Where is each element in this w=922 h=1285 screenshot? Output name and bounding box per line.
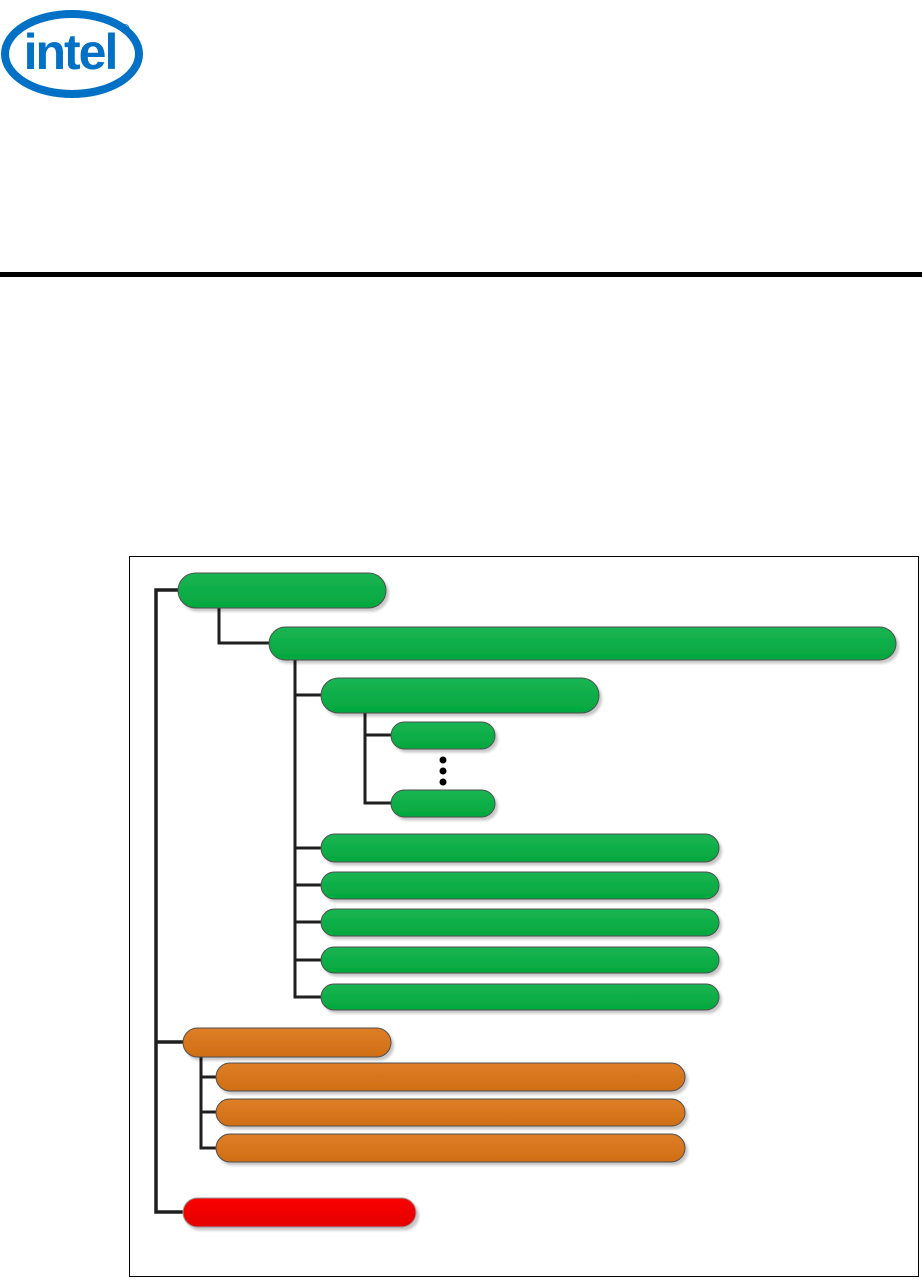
ellipsis-dot	[439, 756, 447, 764]
tree-diagram	[154, 572, 897, 1228]
leaf-node-first	[390, 721, 496, 750]
green-branch-5	[320, 983, 720, 1011]
orange-child-3	[215, 1133, 686, 1163]
orange-parent-node	[182, 1027, 392, 1058]
connector-level3-trunk	[363, 713, 391, 805]
ellipsis-dot	[439, 778, 447, 786]
green-branch-4	[320, 946, 720, 974]
orange-child-2	[215, 1098, 686, 1127]
registered-trademark-icon: ®	[120, 21, 130, 36]
green-branch-1	[320, 833, 720, 863]
logo-wordmark: intel	[24, 24, 117, 80]
orange-child-1	[215, 1062, 686, 1092]
ellipsis-dot	[439, 767, 447, 775]
red-node	[182, 1197, 417, 1228]
green-branch-2	[320, 871, 720, 900]
intel-logo: intel ®	[1, 10, 143, 98]
header-divider-rule	[0, 272, 922, 277]
logo-oval	[1, 10, 143, 98]
connector-level2-trunk	[293, 660, 321, 999]
level2-node	[268, 626, 897, 661]
figure-frame	[129, 556, 919, 1277]
connector-root-to-level2	[217, 608, 269, 645]
root-node	[177, 572, 387, 609]
connector-main-trunk	[154, 588, 183, 1214]
level3-node	[320, 677, 600, 714]
leaf-node-last	[390, 789, 496, 818]
connector-orange-trunk	[199, 1057, 216, 1150]
green-branch-3	[320, 908, 720, 937]
